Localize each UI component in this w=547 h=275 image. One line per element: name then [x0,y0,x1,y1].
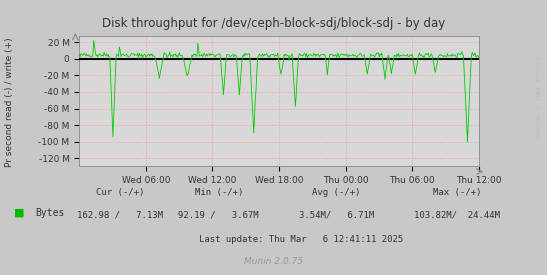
Text: Disk throughput for /dev/ceph-block-sdj/block-sdj - by day: Disk throughput for /dev/ceph-block-sdj/… [102,16,445,29]
Text: Munin 2.0.75: Munin 2.0.75 [244,257,303,266]
Text: RRDTOOL / TOBI OETIKER: RRDTOOL / TOBI OETIKER [537,55,542,138]
Text: 103.82M/  24.44M: 103.82M/ 24.44M [414,210,500,219]
Text: Bytes: Bytes [36,208,65,218]
Text: Max (-/+): Max (-/+) [433,188,481,197]
Text: 162.98 /   7.13M: 162.98 / 7.13M [77,210,164,219]
Text: ■: ■ [14,208,24,218]
Text: Avg (-/+): Avg (-/+) [312,188,360,197]
Text: Pr second read (-) / write (+): Pr second read (-) / write (+) [5,37,14,167]
Text: Cur (-/+): Cur (-/+) [96,188,144,197]
Text: 3.54M/   6.71M: 3.54M/ 6.71M [299,210,374,219]
Text: Min (-/+): Min (-/+) [195,188,243,197]
Text: Last update: Thu Mar   6 12:41:11 2025: Last update: Thu Mar 6 12:41:11 2025 [199,235,403,244]
Text: 92.19 /   3.67M: 92.19 / 3.67M [178,210,259,219]
